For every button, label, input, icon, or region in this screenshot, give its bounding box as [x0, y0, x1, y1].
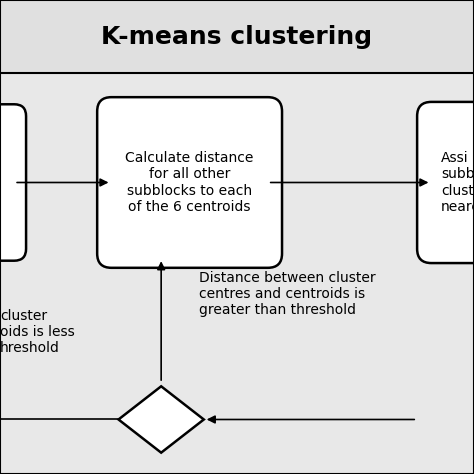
- Text: Calculate distance
for all other
subblocks to each
of the 6 centroids: Calculate distance for all other subbloc…: [126, 151, 254, 214]
- Text: Assi
subb
cluste
neare: Assi subb cluste neare: [441, 151, 474, 214]
- FancyBboxPatch shape: [417, 102, 474, 263]
- FancyBboxPatch shape: [97, 97, 282, 268]
- Text: K-means clustering: K-means clustering: [101, 25, 373, 49]
- Text: Distance between cluster
centres and centroids is
greater than threshold: Distance between cluster centres and cen…: [199, 271, 376, 317]
- FancyBboxPatch shape: [0, 0, 474, 73]
- FancyBboxPatch shape: [0, 104, 26, 261]
- Polygon shape: [118, 386, 204, 453]
- Text: cluster
oids is less
hreshold: cluster oids is less hreshold: [0, 309, 75, 355]
